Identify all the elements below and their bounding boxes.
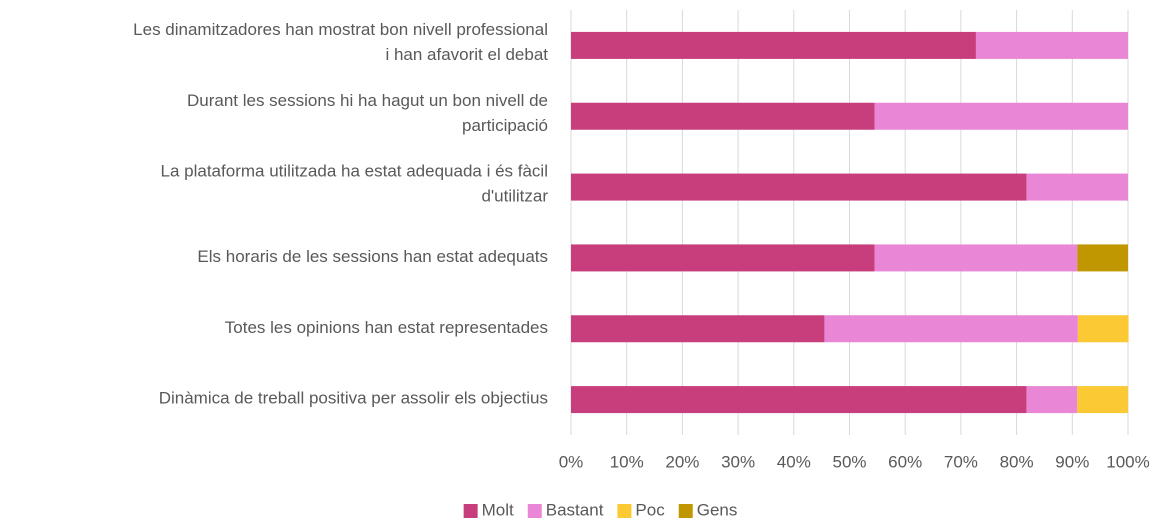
legend-label: Gens (697, 500, 738, 519)
bar-segment (874, 102, 1128, 130)
x-tick-label: 20% (665, 452, 699, 471)
y-tick-label: La plataforma utilitzada ha estat adequa… (161, 162, 549, 206)
bar-segment (1077, 315, 1129, 343)
bar-segment (571, 386, 1027, 414)
label-line: Dinàmica de treball positiva per assolir… (159, 389, 548, 408)
x-tick-label: 30% (721, 452, 755, 471)
label-line: Les dinamitzadores han mostrat bon nivel… (133, 20, 548, 39)
bar-segment (571, 102, 875, 130)
legend-label: Poc (635, 500, 665, 519)
label-line: participació (462, 116, 548, 135)
bar-segment (1077, 244, 1128, 272)
legend-swatch (617, 504, 632, 518)
x-tick-label: 60% (888, 452, 922, 471)
x-tick-label: 10% (610, 452, 644, 471)
x-tick-label: 50% (832, 452, 866, 471)
label-line: d'utilitzar (481, 187, 548, 206)
legend-label: Molt (482, 500, 514, 519)
bar-segment (1077, 386, 1128, 414)
legend: Molt Bastant Poc Gens (463, 500, 738, 519)
label-line: Totes les opinions han estat representad… (225, 318, 548, 337)
label-line: Durant les sessions hi ha hagut un bon n… (187, 91, 548, 110)
bar-segment (1026, 173, 1128, 201)
y-tick-label: Dinàmica de treball positiva per assolir… (159, 389, 548, 408)
legend-swatch (463, 504, 478, 518)
bar-segment (571, 173, 1027, 201)
bar-segment (571, 244, 875, 272)
bar-segment (975, 31, 1128, 59)
x-tick-label: 100% (1106, 452, 1149, 471)
y-tick-label: Totes les opinions han estat representad… (225, 318, 548, 337)
y-tick-label: Els horaris de les sessions han estat ad… (197, 247, 548, 266)
x-tick-label: 90% (1055, 452, 1089, 471)
x-tick-label: 80% (1000, 452, 1034, 471)
legend-swatch (678, 504, 693, 518)
y-tick-label: Les dinamitzadores han mostrat bon nivel… (133, 20, 548, 64)
legend-label: Bastant (546, 500, 604, 519)
bar-segment (824, 315, 1078, 343)
bar-segment (571, 31, 976, 59)
label-line: i han afavorit el debat (385, 45, 548, 64)
label-line: La plataforma utilitzada ha estat adequa… (161, 162, 548, 181)
bar-segment (874, 244, 1078, 272)
x-tick-label: 0% (559, 452, 584, 471)
bar-segment (1026, 386, 1078, 414)
bar-segment (571, 315, 825, 343)
label-line: Els horaris de les sessions han estat ad… (197, 247, 548, 266)
x-tick-label: 70% (944, 452, 978, 471)
y-tick-label: Durant les sessions hi ha hagut un bon n… (187, 91, 548, 135)
x-tick-label: 40% (777, 452, 811, 471)
legend-swatch (527, 504, 542, 518)
